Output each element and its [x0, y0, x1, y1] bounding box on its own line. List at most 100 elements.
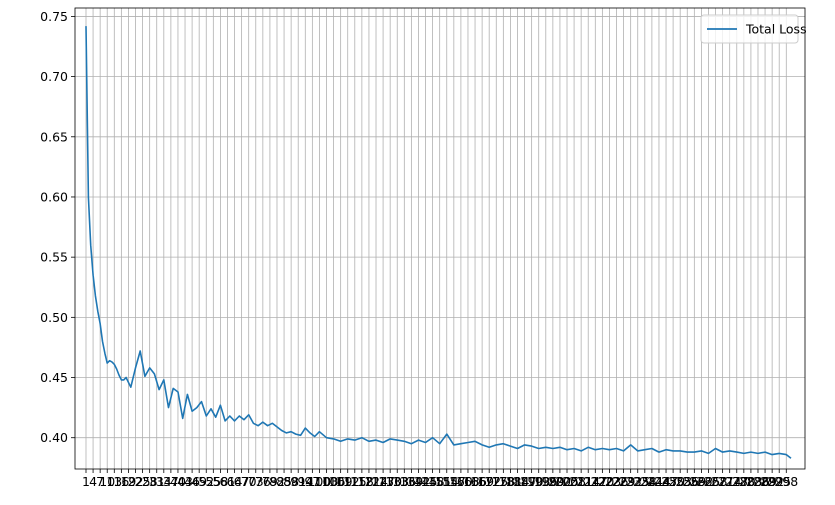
x-tick-label: 16 [113, 474, 129, 489]
x-tick-label: 232 [619, 474, 643, 489]
x-tick-label: 286 [746, 474, 770, 489]
x-tick-label: 277 [725, 474, 749, 489]
x-tick-label: 235 [626, 474, 650, 489]
y-tick-label: 0.45 [40, 370, 68, 385]
legend: Total Loss [700, 14, 807, 44]
x-tick-label: 178 [491, 474, 515, 489]
x-tick-label: 7 [96, 474, 104, 489]
x-axis-ticks: 1 4 71013161922252831343740434649525558616… [82, 469, 798, 489]
x-tick-label: 88 [283, 474, 299, 489]
x-tick-label: 253 [668, 474, 692, 489]
y-tick-label: 0.40 [40, 430, 68, 445]
x-tick-label: 295 [767, 474, 791, 489]
x-tick-label: 184 [506, 474, 530, 489]
x-tick-label: 79 [262, 474, 278, 489]
x-tick-label: 40 [170, 474, 186, 489]
x-tick-label: 256 [675, 474, 699, 489]
x-tick-label: 52 [198, 474, 214, 489]
x-tick-label: 193 [527, 474, 551, 489]
x-tick-label: 112 [336, 474, 360, 489]
x-tick-label: 121 [357, 474, 381, 489]
x-tick-label: 73 [248, 474, 264, 489]
x-tick-label: 274 [718, 474, 742, 489]
x-tick-label: 148 [421, 474, 445, 489]
x-tick-label: 211 [569, 474, 593, 489]
x-tick-label: 91 [290, 474, 306, 489]
x-tick-label: 172 [477, 474, 501, 489]
x-tick-label: 190 [520, 474, 544, 489]
x-tick-label: 94 [297, 474, 313, 489]
series-line-total-loss [85, 26, 792, 459]
x-tick-label: 145 [414, 474, 438, 489]
x-tick-label: 1 [82, 474, 90, 489]
y-tick-label: 0.55 [40, 250, 68, 265]
x-tick-label: 298 [774, 474, 798, 489]
x-tick-label: 19 [120, 474, 136, 489]
x-tick-label: 220 [590, 474, 614, 489]
x-tick-label: 46 [184, 474, 200, 489]
x-tick-label: 139 [399, 474, 423, 489]
x-tick-label: 238 [633, 474, 657, 489]
x-tick-label: 34 [156, 474, 172, 489]
x-tick-label: 61 [220, 474, 236, 489]
x-tick-label: 133 [385, 474, 409, 489]
x-tick-label: 154 [435, 474, 459, 489]
x-tick-label: 205 [555, 474, 579, 489]
x-tick-label: 58 [212, 474, 228, 489]
x-tick-label: 31 [149, 474, 165, 489]
x-tick-label: 247 [654, 474, 678, 489]
x-tick-label: 124 [364, 474, 388, 489]
x-tick-label: 76 [255, 474, 271, 489]
x-tick-label: 67 [234, 474, 250, 489]
x-tick-label: 37 [163, 474, 179, 489]
x-tick-label: 217 [583, 474, 607, 489]
x-tick-label: 157 [442, 474, 466, 489]
x-tick-label: 166 [463, 474, 487, 489]
x-tick-label: 49 [191, 474, 207, 489]
y-axis-ticks: 0.40 0.45 0.50 0.55 0.60 0.65 0.70 0.75 [40, 9, 75, 445]
legend-label-total-loss: Total Loss [745, 22, 807, 37]
x-tick-label: 115 [343, 474, 367, 489]
x-tick-label: 268 [704, 474, 728, 489]
x-tick-label: 64 [227, 474, 243, 489]
x-tick-label: 136 [392, 474, 416, 489]
x-tick-label: 10 [99, 474, 115, 489]
x-tick-label: 196 [534, 474, 558, 489]
x-tick-label: 127 [371, 474, 395, 489]
y-tick-label: 0.75 [40, 9, 68, 24]
x-tick-label: 169 [470, 474, 494, 489]
x-tick-label: 292 [760, 474, 784, 489]
x-tick-label: 226 [605, 474, 629, 489]
x-tick-label: 97 [304, 474, 320, 489]
x-tick-label: 262 [689, 474, 713, 489]
y-tick-label: 0.50 [40, 310, 68, 325]
x-tick-label: 142 [407, 474, 431, 489]
x-tick-label: 229 [612, 474, 636, 489]
x-tick-label: 151 [428, 474, 452, 489]
x-tick-label: 175 [484, 474, 508, 489]
x-tick-label: 100 [307, 474, 331, 489]
x-tick-label: 43 [177, 474, 193, 489]
x-tick-label: 85 [276, 474, 292, 489]
x-tick-label: 202 [548, 474, 572, 489]
x-tick-label: 13 [106, 474, 122, 489]
x-tick-label: 130 [378, 474, 402, 489]
x-tick-label: 214 [576, 474, 600, 489]
x-tick-label: 103 [315, 474, 339, 489]
x-tick-label: 55 [205, 474, 221, 489]
x-tick-label: 106 [322, 474, 346, 489]
x-tick-label: 280 [732, 474, 756, 489]
series-lines [85, 26, 792, 459]
x-tick-label: 187 [513, 474, 537, 489]
legend-box [700, 14, 799, 44]
x-tick-label: 271 [711, 474, 735, 489]
x-tick-label: 265 [697, 474, 721, 489]
x-tick-label: 244 [647, 474, 671, 489]
x-tick-label: 22 [128, 474, 144, 489]
x-tick-label: 259 [682, 474, 706, 489]
x-tick-label: 109 [329, 474, 353, 489]
x-tick-label: 223 [598, 474, 622, 489]
y-tick-label: 0.60 [40, 189, 68, 204]
grid-lines [75, 8, 805, 469]
